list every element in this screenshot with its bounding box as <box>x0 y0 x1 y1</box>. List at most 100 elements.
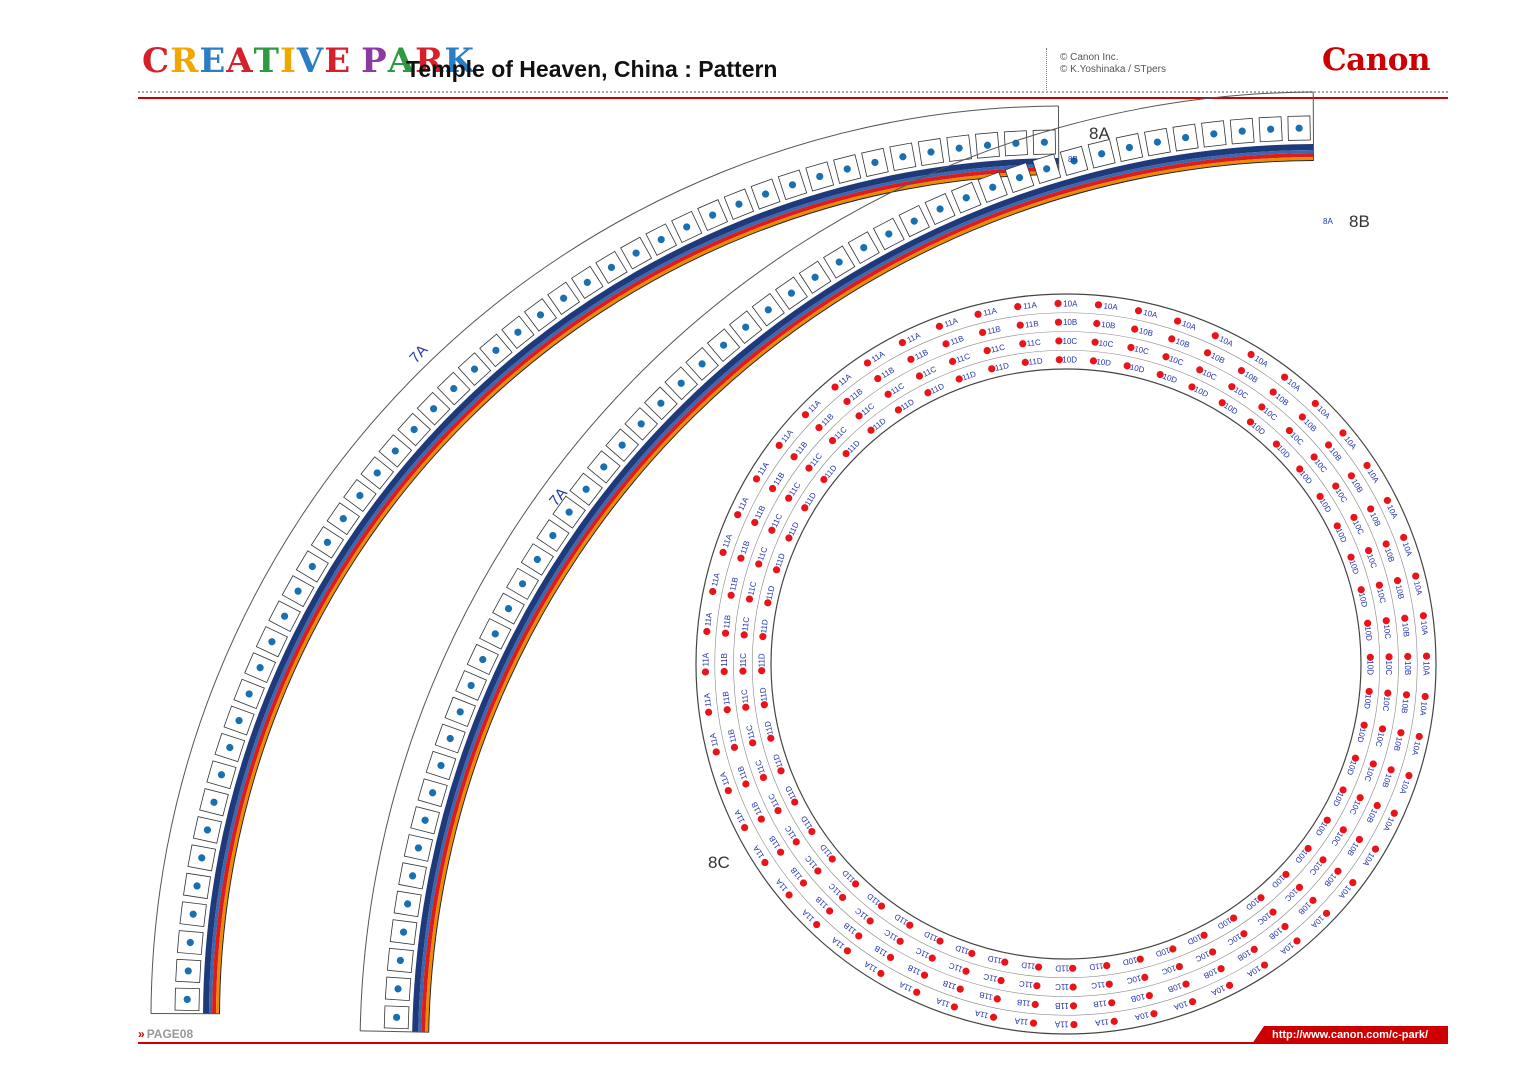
tab-label-8b: 8B <box>1068 155 1078 164</box>
ring-dot <box>1350 513 1358 522</box>
ring-dot <box>855 932 863 940</box>
ring-segment-label: 10B <box>1368 511 1382 528</box>
ring-segment-label: 10B <box>1267 925 1284 941</box>
ring-segment-label: 11D <box>893 912 910 927</box>
ring-dot <box>1384 689 1392 697</box>
ring-dot <box>1347 472 1356 480</box>
ring-dot <box>920 971 929 979</box>
ring-dot <box>1421 692 1429 701</box>
ring-dot <box>1332 482 1340 490</box>
ring-dot <box>1150 1010 1158 1018</box>
ring-dot <box>785 534 793 542</box>
glue-tab <box>506 567 540 600</box>
color-band <box>203 158 1059 1014</box>
page-number: » PAGE08 <box>138 1027 193 1041</box>
glue-tab <box>1229 117 1255 145</box>
tab-dot <box>408 872 417 880</box>
ring-segment-label: 10D <box>1244 896 1261 912</box>
tab-dot <box>885 230 893 238</box>
ring-dot <box>757 815 765 823</box>
ring-segment-label: 10C <box>1063 337 1078 346</box>
glue-tab <box>436 371 471 406</box>
ring-segment-label: 11B <box>913 348 929 362</box>
ring-segment-label: 11B <box>728 576 740 591</box>
ring-segment-label: 11C <box>889 381 906 396</box>
ring-dot <box>767 734 775 742</box>
ring-segment-label: 10D <box>1250 421 1267 437</box>
ring-dot <box>928 954 936 962</box>
ring-segment-label: 10D <box>1062 356 1077 365</box>
ring-segment-label: 11C <box>766 792 780 809</box>
tab-dot <box>582 485 590 493</box>
ring-dot <box>751 518 759 527</box>
logo-letter: V <box>296 41 325 81</box>
ring-dot <box>1367 505 1375 513</box>
tab-dot <box>268 638 276 646</box>
ring-dot <box>1103 962 1111 970</box>
site-url-link[interactable]: http://www.canon.com/c-park/ <box>1252 1026 1448 1044</box>
ring-dot <box>760 701 768 709</box>
ring-dot <box>1173 317 1182 325</box>
ring-segment-label: 10C <box>1351 519 1366 536</box>
glue-tab <box>378 434 413 468</box>
tab-dot <box>720 341 728 349</box>
glue-tab <box>179 901 207 927</box>
ring-segment-label: 10D <box>1096 357 1112 368</box>
ring-dot <box>1019 340 1027 348</box>
ring-segment-label: 11B <box>880 365 896 380</box>
glue-tab <box>1287 115 1311 141</box>
glue-tab <box>206 760 237 790</box>
ring-dot <box>1347 553 1355 561</box>
ring-segment-label: 11A <box>779 427 795 444</box>
ring-dot <box>962 967 970 975</box>
ring-dot <box>884 390 892 398</box>
glue-tab <box>214 732 246 763</box>
glue-tab <box>536 519 570 552</box>
ring-dot <box>1375 581 1383 589</box>
ring-dot <box>1217 965 1225 973</box>
ring-dot <box>877 969 885 978</box>
ring-dot <box>1397 729 1405 737</box>
ring-segment-label: 10D <box>1355 727 1367 744</box>
ring-dot <box>898 339 907 347</box>
logo-letter: R <box>415 41 445 81</box>
glue-tab <box>751 293 785 327</box>
ring-dot <box>742 780 750 788</box>
glue-tab <box>175 958 202 983</box>
ring-segment-label: 11A <box>806 398 822 414</box>
tab-dot <box>1181 133 1190 142</box>
ring-segment-label: 11B <box>820 412 836 428</box>
glue-tab <box>975 131 1000 159</box>
ring-segment-label: 11C <box>746 580 758 596</box>
ring-segment-label: 10A <box>1181 319 1198 332</box>
ring-segment-label: 11D <box>1021 960 1036 971</box>
ring-dot <box>1001 958 1009 966</box>
logo-letter: A <box>226 41 254 81</box>
ring-dot <box>1339 786 1347 794</box>
tab-dot <box>560 294 568 302</box>
ring-segment-label: 11C <box>740 689 751 704</box>
ring-segment-label: 10C <box>1168 354 1185 367</box>
tab-dot <box>632 249 640 257</box>
ring-segment-label: 10C <box>1283 886 1300 903</box>
ring-segment-label: 11B <box>842 921 858 937</box>
ring-dot <box>1188 998 1197 1006</box>
ring-dot <box>1334 867 1342 875</box>
tab-dot <box>467 681 475 690</box>
ring-dot <box>1110 1017 1118 1025</box>
ring-dot <box>777 767 785 775</box>
ring-dot <box>886 953 895 962</box>
ring-segment-label: 11B <box>722 614 732 629</box>
ring-segment-label: 11D <box>787 520 801 537</box>
ring-segment-label: 10B <box>1209 351 1226 365</box>
tab-dot <box>429 789 437 797</box>
ring-dot <box>1094 301 1103 309</box>
tab-dot <box>1040 138 1048 146</box>
ring-dot <box>1033 982 1041 990</box>
ring-dot <box>775 441 783 450</box>
ring-dot <box>1188 383 1196 391</box>
glue-tab <box>624 407 659 441</box>
tab-dot <box>396 956 404 965</box>
ring-segment-label: 10C <box>1381 696 1392 712</box>
tab-dot <box>787 289 796 297</box>
